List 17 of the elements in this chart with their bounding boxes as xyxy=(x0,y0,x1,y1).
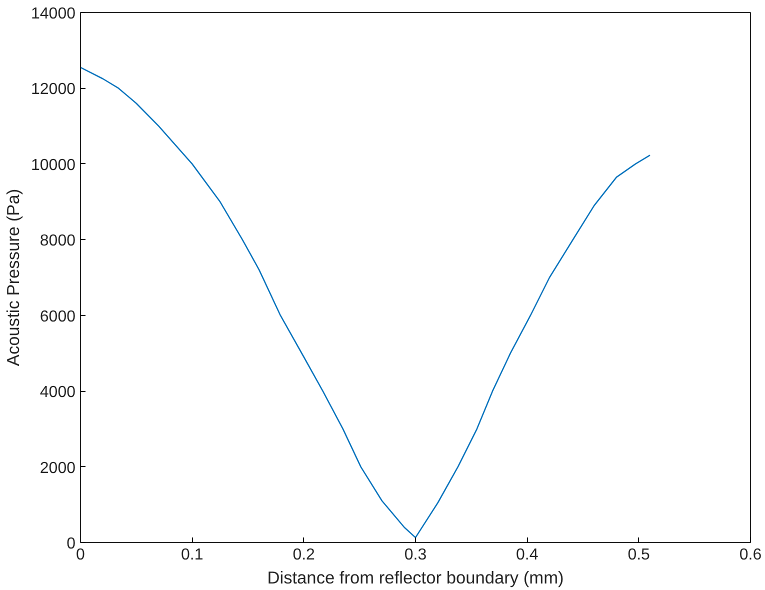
y-tick-label: 8000 xyxy=(40,232,76,250)
y-tick-label: 2000 xyxy=(40,460,76,477)
x-tick-label: 0.6 xyxy=(739,546,762,564)
x-axis-title: Distance from reflector boundary (mm) xyxy=(267,568,564,588)
x-tick-label: 0.4 xyxy=(516,546,538,564)
y-axis-title: Acoustic Pressure (Pa) xyxy=(3,188,24,366)
y-tick-label: 14000 xyxy=(31,6,76,22)
x-tick-label: 0.3 xyxy=(404,546,427,564)
y-tick-label: 12000 xyxy=(31,81,76,98)
line-series xyxy=(80,66,651,538)
y-tick-label: 6000 xyxy=(40,308,76,326)
y-tick-label: 10000 xyxy=(31,156,76,174)
y-tick-label: 4000 xyxy=(40,384,76,402)
x-tick-label: 0.5 xyxy=(628,546,650,564)
x-tick-label: 0.1 xyxy=(181,546,204,564)
y-tick-label: 0 xyxy=(66,536,76,552)
x-tick-label: 0.2 xyxy=(292,546,316,564)
